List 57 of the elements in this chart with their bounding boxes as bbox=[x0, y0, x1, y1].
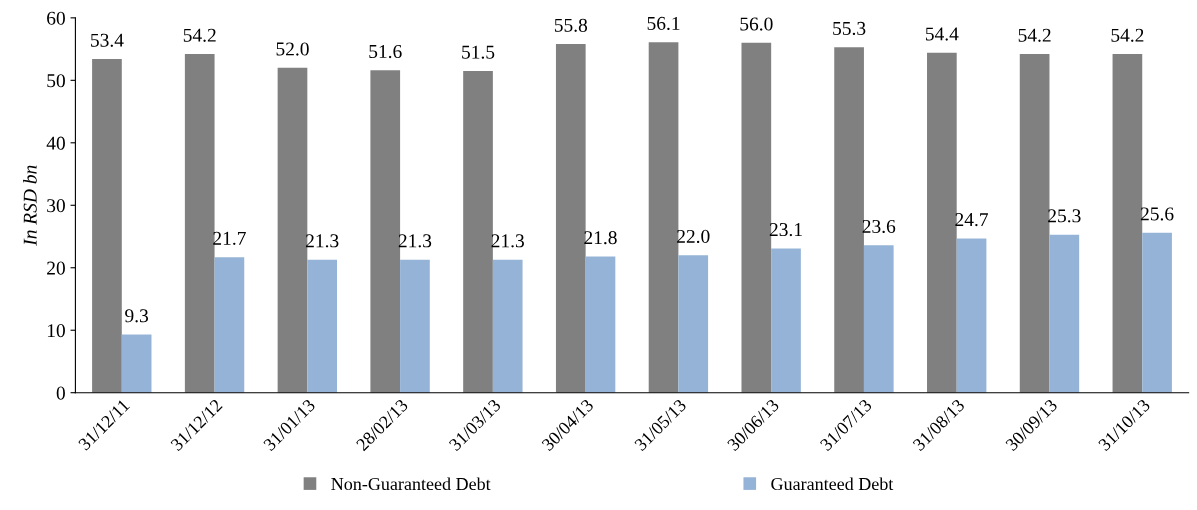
data-label: 54.2 bbox=[1018, 28, 1051, 42]
bar bbox=[184, 54, 215, 393]
data-label: 21.3 bbox=[491, 234, 524, 248]
bar bbox=[1142, 232, 1172, 393]
y-axis-title: In RSD bn bbox=[23, 165, 37, 246]
data-label: 9.3 bbox=[125, 309, 149, 323]
data-label: 52.0 bbox=[276, 42, 309, 56]
bar bbox=[834, 47, 864, 393]
bar bbox=[863, 245, 894, 393]
bar bbox=[400, 259, 430, 393]
data-label: 54.2 bbox=[183, 28, 216, 42]
bar bbox=[956, 238, 987, 393]
bar bbox=[927, 52, 957, 393]
y-tick-label: 0 bbox=[56, 386, 65, 400]
y-tick-label: 10 bbox=[47, 324, 65, 338]
bar bbox=[555, 44, 586, 393]
bar bbox=[492, 259, 523, 393]
y-tick-label: 20 bbox=[47, 261, 65, 275]
data-label: 53.4 bbox=[91, 33, 124, 47]
data-label: 22.0 bbox=[677, 229, 710, 244]
bar bbox=[92, 59, 122, 393]
data-label: 56.1 bbox=[647, 16, 680, 31]
bar bbox=[1112, 54, 1143, 393]
data-label: 24.7 bbox=[955, 213, 988, 227]
legend-label: Non-Guaranteed Debt bbox=[331, 477, 491, 491]
data-label: 25.3 bbox=[1048, 209, 1081, 223]
legend-label: Guaranteed Debt bbox=[771, 477, 894, 491]
y-tick-label: 40 bbox=[46, 136, 65, 150]
bar bbox=[463, 70, 493, 393]
y-tick-label: 60 bbox=[47, 11, 65, 25]
bar bbox=[771, 248, 801, 393]
data-label: 21.3 bbox=[306, 234, 339, 248]
data-label: 21.8 bbox=[584, 231, 617, 245]
data-label: 21.7 bbox=[213, 231, 246, 245]
data-label: 54.4 bbox=[925, 27, 959, 41]
data-label: 51.5 bbox=[462, 45, 495, 59]
data-label: 23.1 bbox=[769, 223, 802, 237]
data-label: 56.0 bbox=[740, 17, 773, 31]
bar bbox=[121, 334, 152, 393]
bar bbox=[648, 42, 679, 393]
data-label: 55.8 bbox=[554, 18, 588, 32]
bar bbox=[277, 67, 308, 393]
bar bbox=[678, 255, 709, 393]
data-label: 54.2 bbox=[1111, 28, 1144, 42]
bar bbox=[585, 256, 616, 393]
bar bbox=[1019, 54, 1050, 393]
y-tick-label: 30 bbox=[47, 199, 65, 213]
data-label: 25.6 bbox=[1140, 207, 1174, 221]
data-label: 51.6 bbox=[369, 44, 402, 59]
bar bbox=[307, 259, 338, 393]
data-label: 55.3 bbox=[833, 21, 866, 36]
y-tick-label: 50 bbox=[47, 74, 65, 88]
data-label: 21.3 bbox=[398, 234, 432, 248]
bar bbox=[1049, 234, 1080, 393]
bar bbox=[741, 42, 772, 393]
data-label: 23.6 bbox=[862, 219, 896, 234]
bar bbox=[214, 257, 245, 393]
